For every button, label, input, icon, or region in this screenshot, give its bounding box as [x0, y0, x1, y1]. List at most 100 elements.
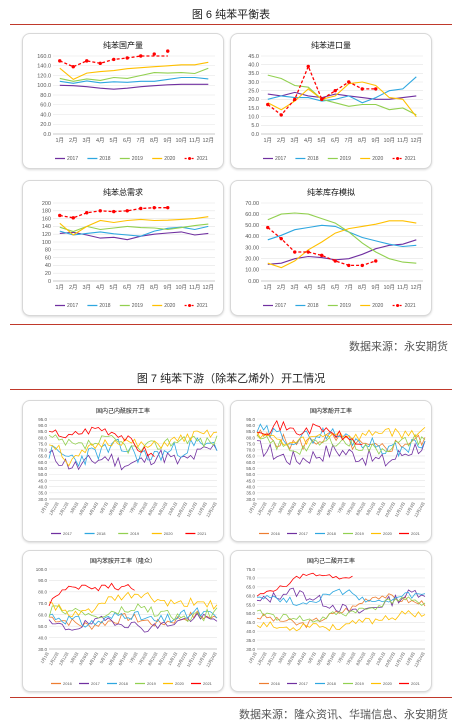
x-tick-label: 8月 — [358, 137, 367, 144]
y-tick-label: 160.0 — [37, 54, 51, 60]
x-tick-label: 9月 — [163, 137, 172, 144]
x-tick-label: 12月3日 — [196, 651, 208, 666]
data-point-2021 — [306, 64, 310, 69]
x-tick-label: 7月9日 — [128, 501, 139, 514]
x-tick-label: 5月 — [317, 284, 326, 291]
chart-panel-3: 纯苯总需求 0 20 40 60 80 100 120 140 160 180 200 1月 2月 3月 4… — [22, 180, 224, 316]
x-tick-label: 1月1日 — [247, 501, 258, 514]
y-tick-label: 60.0 — [38, 460, 47, 465]
series-line-2018 — [48, 437, 218, 468]
chart-panel-2: 纯苯进口量 0.0 5.0 10.0 15.0 20.0 25.0 30.0 35.0 40.0… — [230, 33, 432, 169]
x-tick-label: 5月28日 — [107, 651, 119, 666]
y-tick-label: 0 — [48, 279, 51, 285]
data-point-2021 — [320, 97, 324, 102]
y-tick-label: 35.0 — [38, 491, 47, 496]
x-tick-label: 8月 — [150, 137, 159, 144]
x-tick-label: 3月26日 — [78, 501, 90, 516]
series-line-2019 — [59, 67, 209, 82]
x-tick-label: 1月22日 — [256, 651, 268, 666]
series-line-2019 — [267, 74, 417, 116]
x-tick-label: 10月1日 — [167, 501, 179, 516]
chart-title: 国内己二酸开工率 — [306, 559, 355, 565]
x-tick-label: 12月 — [202, 284, 214, 291]
series-line-2020 — [59, 61, 209, 81]
x-tick-label: 2月 — [69, 284, 78, 291]
figure7-source: 数据来源：隆众资讯、华瑞信息、永安期货 — [239, 709, 448, 721]
x-tick-label: 7月30日 — [137, 501, 149, 516]
y-tick-label: 50.0 — [246, 611, 255, 616]
x-tick-label: 12月3日 — [404, 651, 416, 666]
data-point-2021 — [347, 263, 351, 268]
data-point-2021 — [306, 250, 310, 254]
x-tick-label: 2月 — [277, 284, 286, 291]
chart-panel-1: 纯苯国产量 0.0 20.0 40.0 60.0 80.0 100.0 120.0 140.0… — [22, 33, 224, 169]
legend-label: 2018 — [99, 303, 110, 309]
y-tick-label: 40 — [45, 263, 51, 269]
x-tick-label: 1月22日 — [48, 651, 60, 666]
y-tick-label: 85.0 — [38, 429, 47, 434]
y-tick-label: 5.0 — [251, 123, 259, 129]
x-tick-label: 3月5日 — [69, 501, 80, 514]
x-tick-label: 3月 — [290, 284, 299, 291]
y-tick-label: 75.0 — [246, 441, 255, 446]
legend-label: 2021 — [411, 681, 421, 686]
legend-label: 2017 — [67, 303, 78, 309]
x-tick-label: 3月5日 — [69, 651, 80, 664]
legend-label: 2018 — [99, 156, 110, 162]
data-point-2021 — [374, 259, 378, 263]
x-tick-label: 1月 — [55, 284, 64, 291]
y-tick-label: 30.0 — [38, 647, 47, 652]
legend-label: 2020 — [372, 303, 383, 309]
y-tick-label: 45.0 — [248, 54, 259, 60]
data-point-2021 — [125, 56, 129, 60]
y-tick-label: 0.0 — [43, 132, 51, 138]
legend-label: 2016 — [271, 531, 281, 536]
legend-label: 2020 — [164, 531, 174, 536]
y-tick-label: 40.00 — [245, 234, 259, 240]
y-tick-label: 70.00 — [245, 201, 259, 207]
chart-panel-5: 国内己内酰胺开工率 30.0 35.0 40.0 45.0 50.0 55.0 60.0 65… — [22, 400, 224, 542]
data-point-2021 — [98, 209, 102, 213]
legend-label: 2017 — [275, 156, 286, 162]
data-point-2021 — [333, 259, 337, 263]
x-tick-label: 3月26日 — [286, 501, 298, 516]
y-tick-label: 65.0 — [246, 585, 255, 590]
figure7-title: 图 7 纯苯下游（除苯乙烯外）开工情况 — [136, 373, 326, 385]
x-tick-label: 1月 — [263, 284, 272, 291]
x-tick-label: 6月 — [123, 284, 132, 291]
y-tick-label: 95.0 — [38, 417, 47, 422]
x-tick-label: 1月1日 — [247, 651, 258, 664]
x-tick-label: 7月30日 — [137, 651, 149, 666]
y-tick-label: 60.0 — [40, 103, 51, 109]
series-line-2017 — [267, 91, 417, 100]
y-tick-label: 65.0 — [38, 454, 47, 459]
chart-title: 国内苯酚开工率 — [309, 409, 352, 415]
y-tick-label: 30.00 — [245, 245, 259, 251]
x-tick-label: 3月 — [82, 284, 91, 291]
x-tick-label: 7月 — [136, 284, 145, 291]
series-line-2019 — [48, 434, 218, 455]
legend-label: 2019 — [132, 303, 143, 309]
y-tick-label: 140.0 — [37, 64, 51, 70]
x-tick-label: 7月30日 — [345, 501, 357, 516]
data-point-2021 — [112, 209, 116, 214]
series-line-2017 — [256, 440, 426, 467]
x-tick-label: 10月 — [383, 284, 395, 291]
series-line-2017 — [48, 443, 218, 471]
chart-panel-6: 国内苯酚开工率 30.0 35.0 40.0 45.0 50.0 55.0 60.0 65.0… — [230, 400, 432, 542]
data-point-2021 — [166, 49, 170, 53]
chart-svg: 0.0 20.0 40.0 60.0 80.0 100.0 120.0 140.0 160.0 1… — [37, 49, 215, 162]
chart-title: 纯苯国产量 — [103, 41, 143, 50]
series-line-2017 — [59, 83, 209, 90]
y-tick-label: 55.0 — [246, 466, 255, 471]
x-tick-label: 3月 — [82, 137, 91, 144]
y-tick-label: 20.0 — [248, 97, 259, 103]
legend-label: 2020 — [383, 681, 393, 686]
legend-label: 2021 — [197, 531, 207, 536]
series-line-2017 — [48, 612, 218, 633]
data-point-2021 — [293, 250, 297, 254]
y-tick-label: 60.0 — [246, 460, 255, 465]
y-tick-label: 20.00 — [245, 257, 259, 263]
y-tick-label: 30.0 — [246, 497, 255, 502]
y-tick-label: 60.0 — [246, 593, 255, 598]
